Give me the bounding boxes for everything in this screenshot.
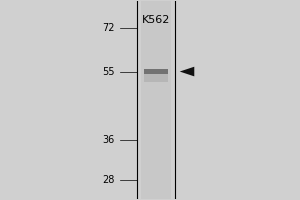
Bar: [144, 69, 168, 74]
Text: 72: 72: [102, 23, 114, 33]
Text: K562: K562: [142, 15, 170, 25]
Bar: [144, 74, 168, 82]
Text: 36: 36: [102, 135, 114, 145]
Text: 28: 28: [102, 175, 114, 185]
Bar: [141, 1, 171, 199]
Text: 55: 55: [102, 67, 114, 77]
Polygon shape: [180, 67, 194, 76]
